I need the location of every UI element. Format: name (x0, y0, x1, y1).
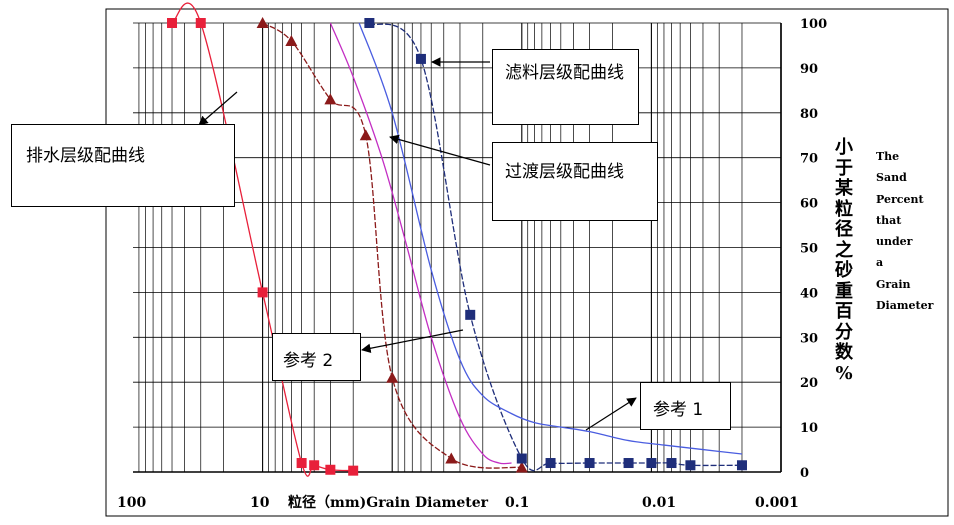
data-point-triangle (285, 34, 298, 46)
y-axis-title-english: The Sand Percent that under a Grain Diam… (876, 150, 934, 313)
annotation-reference-2: 参考 2 (272, 333, 361, 381)
data-point-square (545, 458, 556, 469)
y-tick-label: 90 (800, 62, 818, 77)
data-point-square (348, 465, 359, 476)
x-tick-label: 10 (250, 495, 270, 511)
data-point-square (257, 287, 268, 298)
data-point-triangle (515, 461, 528, 473)
y-tick-labels: 0 10 20 30 40 50 60 70 80 90 100 (800, 17, 827, 481)
data-point-square (516, 453, 527, 464)
annotation-transition-layer: 过渡层级配曲线 (492, 142, 658, 221)
annotation-filter-layer: 滤料层级配曲线 (492, 49, 639, 125)
outer-frame (105, 8, 949, 517)
data-point-square (465, 309, 476, 320)
arrow-drainage-layer (198, 91, 238, 126)
x-tick-label: 0.1 (505, 495, 529, 511)
series-line-1 (262, 22, 522, 469)
y-axis-title-chinese: 小 于 某 粒 径 之 砂 重 百 分 数 % (835, 137, 853, 384)
data-point-square (195, 18, 206, 28)
x-tick-labels: 100 10 0.1 0.01 0.001 (117, 495, 799, 511)
x-tick-label: 0.01 (642, 495, 676, 511)
data-point-triangle (386, 371, 399, 383)
data-point-square (364, 18, 375, 28)
arrow-reference-2 (361, 329, 464, 354)
arrows (198, 57, 637, 431)
annotation-drainage-layer: 排水层级配曲线 (11, 124, 235, 207)
data-point-square (584, 458, 595, 469)
y-tick-label: 10 (800, 421, 818, 436)
x-axis-label: 粒径（mm)Grain Diameter (288, 494, 489, 511)
data-point-square (296, 458, 307, 469)
y-tick-label: 50 (800, 242, 818, 257)
data-point-square (623, 458, 634, 469)
data-point-square (167, 18, 178, 28)
y-tick-label: 0 (800, 466, 809, 481)
data-point-square (325, 464, 336, 475)
series-line-4 (329, 22, 512, 465)
x-tick-label: 0.001 (755, 495, 799, 511)
arrow-reference-1 (585, 397, 637, 431)
data-point-square (736, 460, 747, 471)
data-point-triangle (256, 17, 269, 28)
x-tick-label: 100 (117, 495, 146, 511)
y-tick-label: 20 (800, 376, 818, 391)
series-line-3 (358, 22, 743, 455)
axis-frame (105, 8, 949, 517)
data-point-square (646, 458, 657, 469)
y-tick-label: 60 (800, 197, 818, 212)
data-point-square (415, 53, 426, 64)
markers (167, 17, 747, 476)
data-point-square (666, 458, 677, 469)
data-point-square (309, 460, 320, 471)
y-tick-label: 30 (800, 331, 818, 346)
data-point-triangle (324, 93, 337, 105)
data-point-triangle (359, 129, 372, 141)
y-tick-label: 70 (800, 152, 818, 167)
arrow-transition-layer (389, 134, 491, 166)
data-point-square (685, 460, 696, 471)
annotation-reference-1: 参考 1 (640, 382, 731, 430)
y-tick-label: 40 (800, 286, 818, 301)
data-point-triangle (445, 452, 458, 464)
y-tick-label: 100 (800, 17, 827, 32)
y-tick-label: 80 (800, 107, 818, 122)
